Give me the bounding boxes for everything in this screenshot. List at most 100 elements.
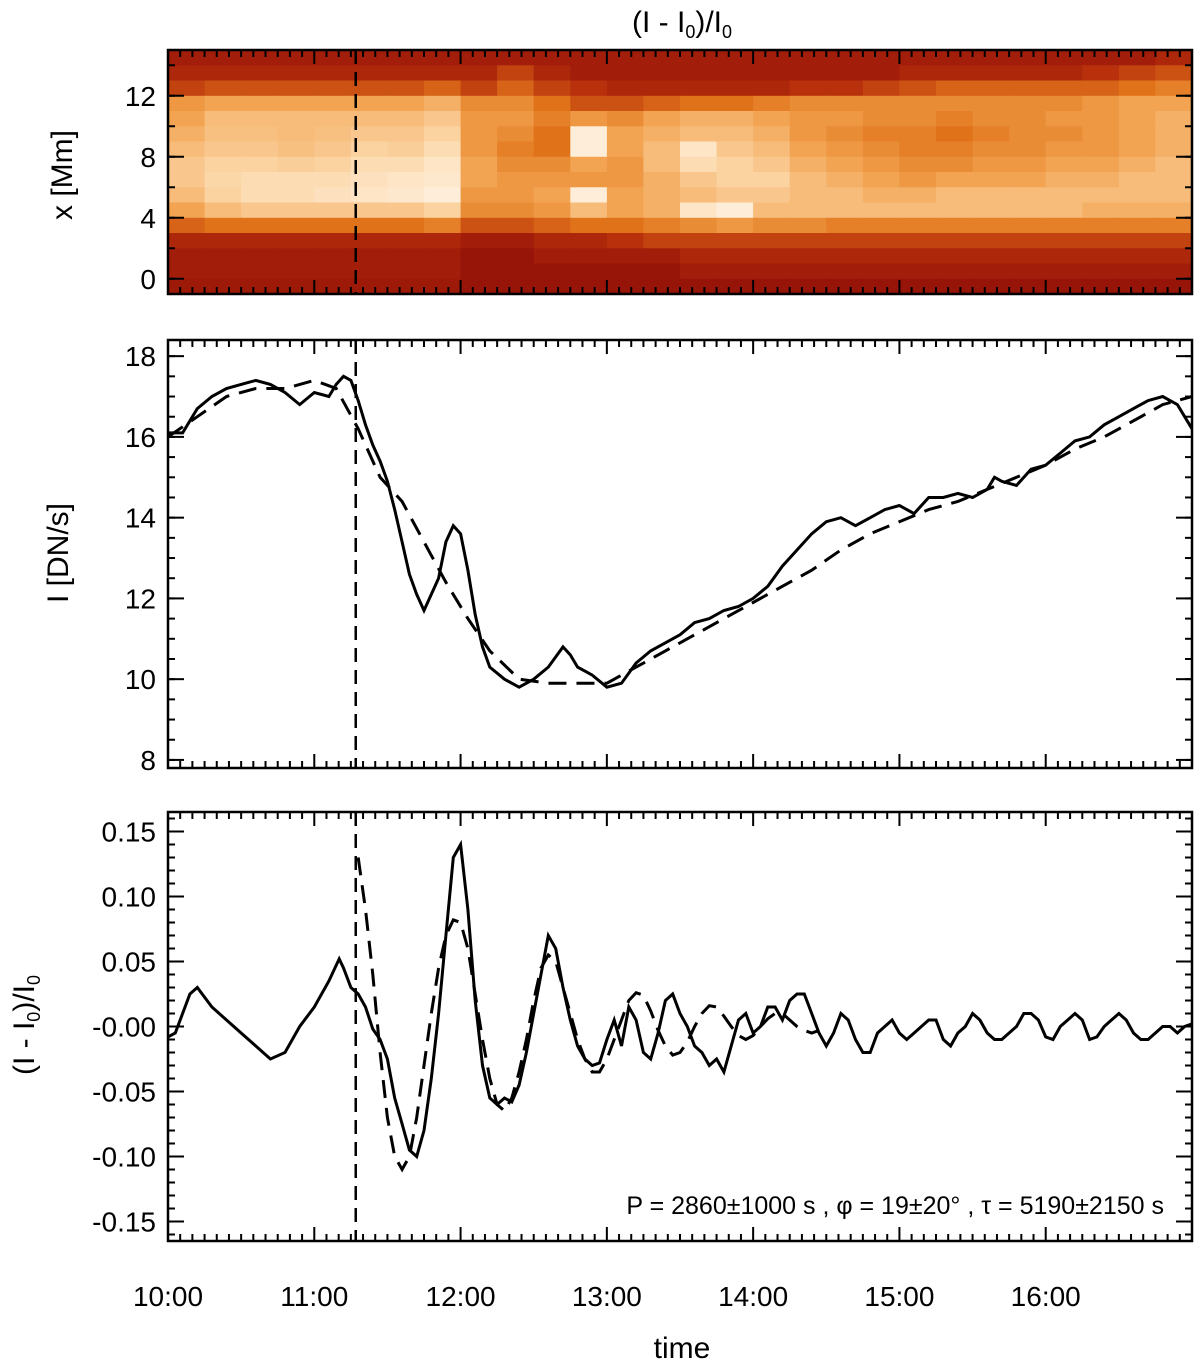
heatmap-cell — [424, 141, 462, 158]
heatmap-cell — [570, 111, 608, 127]
heatmap-cell — [204, 217, 242, 234]
heatmap-cell — [1155, 80, 1193, 97]
heatmap-cell — [643, 95, 681, 112]
x-tick-label: 11:00 — [280, 1281, 348, 1312]
heatmap-cell — [826, 156, 864, 173]
heatmap-cell — [533, 263, 571, 280]
heatmap-cell — [1009, 50, 1047, 66]
heatmap-cell — [1118, 278, 1157, 295]
heatmap-cell — [424, 187, 462, 204]
heatmap-cell — [789, 156, 827, 173]
heatmap-cell — [1118, 172, 1157, 188]
heatmap-cell — [1045, 95, 1083, 112]
heatmap-cell — [826, 202, 864, 219]
heatmap-cell — [1009, 65, 1047, 82]
heatmap-cell — [314, 111, 352, 127]
heatmap-cell — [972, 65, 1010, 82]
heatmap-cell — [606, 278, 645, 295]
heatmap-cell — [1082, 263, 1120, 280]
heatmap-cell — [1045, 217, 1083, 234]
heatmap-cell — [643, 65, 681, 82]
heatmap-cell — [460, 50, 498, 66]
heatmap-cell — [350, 278, 389, 295]
heatmap-cell — [168, 80, 206, 97]
heatmap-cell — [168, 217, 206, 234]
heatmap-cell — [350, 248, 389, 265]
heatmap-cell — [753, 202, 791, 219]
relative-y-axis-title: (I - I0)/I0 — [8, 975, 44, 1075]
heatmap-cell — [204, 65, 242, 82]
heatmap-cell — [716, 278, 754, 295]
x-tick-label: 14:00 — [718, 1281, 788, 1312]
heatmap-cell — [1045, 263, 1083, 280]
heatmap-cell — [826, 233, 864, 249]
heatmap-cell — [533, 141, 571, 158]
heatmap-cell — [1009, 95, 1047, 112]
heatmap-cell — [387, 80, 425, 97]
heatmap-cell — [862, 278, 901, 295]
heatmap-cell — [314, 187, 352, 204]
heatmap-y-axis-title: x [Mm] — [46, 130, 79, 220]
heatmap-cell — [1155, 50, 1193, 66]
heatmap-cell — [862, 217, 901, 234]
heatmap-cell — [460, 263, 498, 280]
heatmap-cell — [241, 156, 279, 173]
heatmap-cell — [680, 156, 718, 173]
heatmap-cell — [241, 126, 279, 143]
heatmap-cell — [936, 50, 974, 66]
heatmap-cell — [570, 80, 608, 97]
heatmap-cell — [936, 95, 974, 112]
y-tick-label: 0.10 — [102, 882, 157, 913]
heatmap-cell — [862, 141, 901, 158]
heatmap-cell — [753, 50, 791, 66]
heatmap-cell — [570, 95, 608, 112]
heatmap-cell — [789, 111, 827, 127]
heatmap-cell — [497, 126, 535, 143]
heatmap-cell — [241, 172, 279, 188]
heatmap-cell — [1009, 217, 1047, 234]
heatmap-cell — [497, 278, 535, 295]
heatmap-cell — [789, 141, 827, 158]
heatmap-cell — [387, 111, 425, 127]
heatmap-cell — [680, 141, 718, 158]
heatmap-cell — [497, 65, 535, 82]
heatmap-cell — [570, 126, 608, 143]
heatmap-cell — [1082, 172, 1120, 188]
heatmap-cell — [606, 80, 645, 97]
heatmap-cell — [570, 156, 608, 173]
heatmap-cell — [826, 248, 864, 265]
heatmap-cell — [936, 278, 974, 295]
heatmap-cell — [826, 50, 864, 66]
heatmap-cell — [277, 202, 315, 219]
heatmap-cell — [533, 65, 571, 82]
relative-panel: 0.15 0.10 0.05 -0.00 -0.05 -0.10 -0.15 (I - I0… — [8, 810, 1194, 1364]
heatmap-cell — [387, 278, 425, 295]
heatmap-cell — [460, 217, 498, 234]
y-tick-label: 0.15 — [102, 817, 157, 848]
heatmap-cell — [789, 233, 827, 249]
heatmap-cell — [716, 80, 754, 97]
heatmap-cell — [497, 80, 535, 97]
heatmap-cell — [862, 248, 901, 265]
heatmap-cell — [533, 187, 571, 204]
heatmap-cell — [826, 111, 864, 127]
heatmap-cell — [387, 65, 425, 82]
heatmap-cell — [680, 80, 718, 97]
heatmap-cell — [936, 233, 974, 249]
intensity-y-axis-title: I [DN/s] — [42, 503, 75, 603]
heatmap-cell — [972, 263, 1010, 280]
heatmap-cell — [936, 141, 974, 158]
heatmap-cell — [533, 217, 571, 234]
heatmap-cell — [497, 172, 535, 188]
x-axis-title: time — [654, 1332, 711, 1364]
heatmap-cell — [460, 95, 498, 112]
y-tick-label: 18 — [125, 341, 156, 372]
heatmap-cell — [826, 217, 864, 234]
heatmap-cell — [716, 50, 754, 66]
heatmap-cell — [350, 156, 389, 173]
heatmap-cell — [387, 248, 425, 265]
relative-fit-line — [356, 857, 820, 1173]
heatmap-cell — [424, 202, 462, 219]
heatmap-cell — [277, 172, 315, 188]
